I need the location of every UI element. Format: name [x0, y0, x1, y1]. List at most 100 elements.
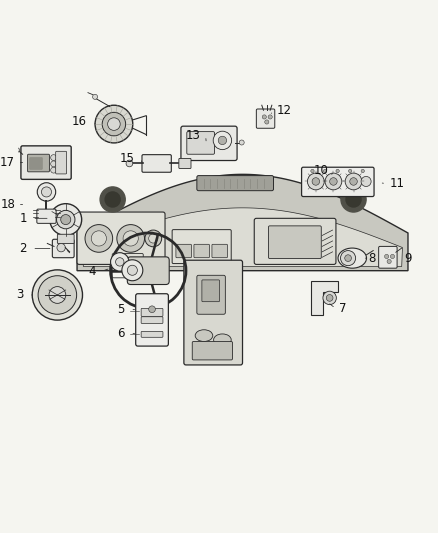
FancyBboxPatch shape [176, 244, 191, 257]
FancyBboxPatch shape [136, 294, 168, 346]
FancyBboxPatch shape [77, 212, 165, 264]
FancyBboxPatch shape [379, 246, 397, 268]
Circle shape [145, 230, 162, 247]
Text: 7: 7 [339, 302, 346, 315]
Circle shape [37, 183, 56, 201]
Circle shape [345, 255, 351, 262]
Circle shape [330, 177, 337, 185]
Circle shape [85, 224, 113, 252]
Circle shape [218, 136, 226, 144]
Circle shape [387, 260, 391, 263]
Circle shape [42, 187, 52, 197]
Circle shape [341, 187, 366, 212]
FancyBboxPatch shape [192, 342, 233, 360]
Circle shape [15, 148, 20, 152]
FancyBboxPatch shape [268, 226, 321, 259]
FancyBboxPatch shape [28, 154, 49, 172]
FancyBboxPatch shape [197, 175, 273, 191]
Circle shape [312, 177, 320, 185]
FancyBboxPatch shape [202, 280, 219, 302]
Circle shape [350, 177, 357, 185]
Circle shape [323, 169, 327, 173]
FancyBboxPatch shape [56, 151, 67, 174]
FancyBboxPatch shape [30, 158, 42, 169]
FancyBboxPatch shape [256, 109, 275, 128]
Circle shape [100, 187, 125, 212]
FancyBboxPatch shape [141, 309, 163, 317]
FancyBboxPatch shape [181, 126, 237, 160]
FancyBboxPatch shape [187, 132, 215, 154]
Circle shape [108, 118, 120, 131]
Text: 10: 10 [314, 165, 328, 177]
Circle shape [137, 260, 159, 282]
Circle shape [126, 160, 133, 167]
Text: 12: 12 [276, 104, 291, 117]
Text: 5: 5 [117, 303, 125, 316]
Circle shape [92, 94, 98, 99]
Ellipse shape [338, 248, 367, 268]
FancyBboxPatch shape [179, 158, 191, 168]
Circle shape [325, 173, 342, 190]
Circle shape [390, 254, 395, 259]
Circle shape [340, 251, 356, 265]
Circle shape [105, 192, 120, 207]
Circle shape [123, 231, 138, 246]
Text: 17: 17 [0, 156, 15, 169]
FancyBboxPatch shape [37, 209, 56, 223]
Circle shape [51, 161, 57, 167]
Circle shape [268, 115, 272, 119]
FancyBboxPatch shape [127, 257, 169, 285]
FancyBboxPatch shape [21, 146, 71, 180]
FancyBboxPatch shape [212, 244, 227, 257]
FancyBboxPatch shape [197, 276, 225, 314]
FancyBboxPatch shape [194, 244, 209, 257]
Circle shape [51, 167, 57, 173]
Circle shape [336, 169, 339, 173]
FancyBboxPatch shape [142, 155, 171, 172]
Circle shape [50, 204, 81, 236]
FancyBboxPatch shape [302, 167, 374, 197]
Circle shape [57, 244, 65, 252]
PathPatch shape [77, 174, 408, 271]
Circle shape [262, 115, 266, 119]
Text: 2: 2 [19, 242, 27, 255]
Circle shape [117, 224, 145, 252]
Circle shape [326, 295, 333, 301]
Circle shape [346, 192, 361, 207]
Circle shape [307, 173, 324, 190]
Circle shape [110, 253, 129, 271]
Text: 1: 1 [19, 212, 27, 225]
Text: 8: 8 [369, 252, 376, 264]
Ellipse shape [195, 330, 213, 342]
Polygon shape [311, 281, 338, 314]
Circle shape [361, 176, 371, 187]
FancyBboxPatch shape [141, 332, 163, 337]
Circle shape [102, 112, 126, 136]
Circle shape [91, 231, 106, 246]
FancyBboxPatch shape [141, 317, 163, 324]
Circle shape [32, 270, 82, 320]
FancyBboxPatch shape [184, 260, 243, 365]
Circle shape [361, 169, 364, 173]
Circle shape [127, 265, 138, 276]
Text: 18: 18 [0, 198, 15, 211]
Circle shape [213, 131, 232, 150]
Circle shape [148, 234, 158, 243]
Circle shape [57, 211, 75, 229]
Text: 15: 15 [120, 152, 134, 165]
Circle shape [311, 169, 314, 173]
Circle shape [265, 120, 269, 124]
Circle shape [61, 215, 71, 224]
Text: 11: 11 [389, 177, 405, 190]
Circle shape [349, 169, 352, 173]
Circle shape [116, 257, 124, 266]
Circle shape [95, 105, 133, 143]
FancyBboxPatch shape [52, 239, 74, 257]
Circle shape [148, 306, 155, 312]
FancyBboxPatch shape [254, 219, 336, 264]
Ellipse shape [214, 334, 231, 346]
PathPatch shape [83, 208, 403, 266]
Text: 9: 9 [404, 252, 411, 264]
Circle shape [345, 173, 362, 190]
Text: 4: 4 [88, 265, 95, 278]
